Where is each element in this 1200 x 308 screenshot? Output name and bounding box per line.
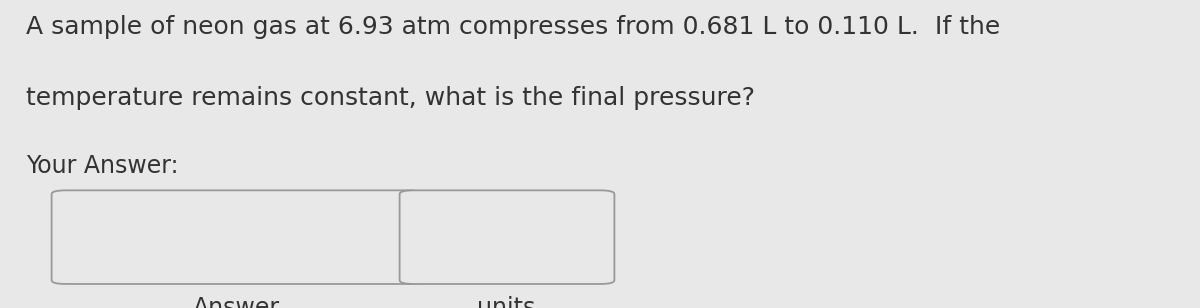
- Text: Your Answer:: Your Answer:: [26, 154, 179, 178]
- Text: units: units: [478, 296, 535, 308]
- Text: temperature remains constant, what is the final pressure?: temperature remains constant, what is th…: [26, 86, 756, 110]
- Text: A sample of neon gas at 6.93 atm compresses from 0.681 L to 0.110 L.  If the: A sample of neon gas at 6.93 atm compres…: [26, 15, 1001, 39]
- FancyBboxPatch shape: [52, 190, 422, 284]
- FancyBboxPatch shape: [400, 190, 614, 284]
- Text: Answer: Answer: [193, 296, 280, 308]
